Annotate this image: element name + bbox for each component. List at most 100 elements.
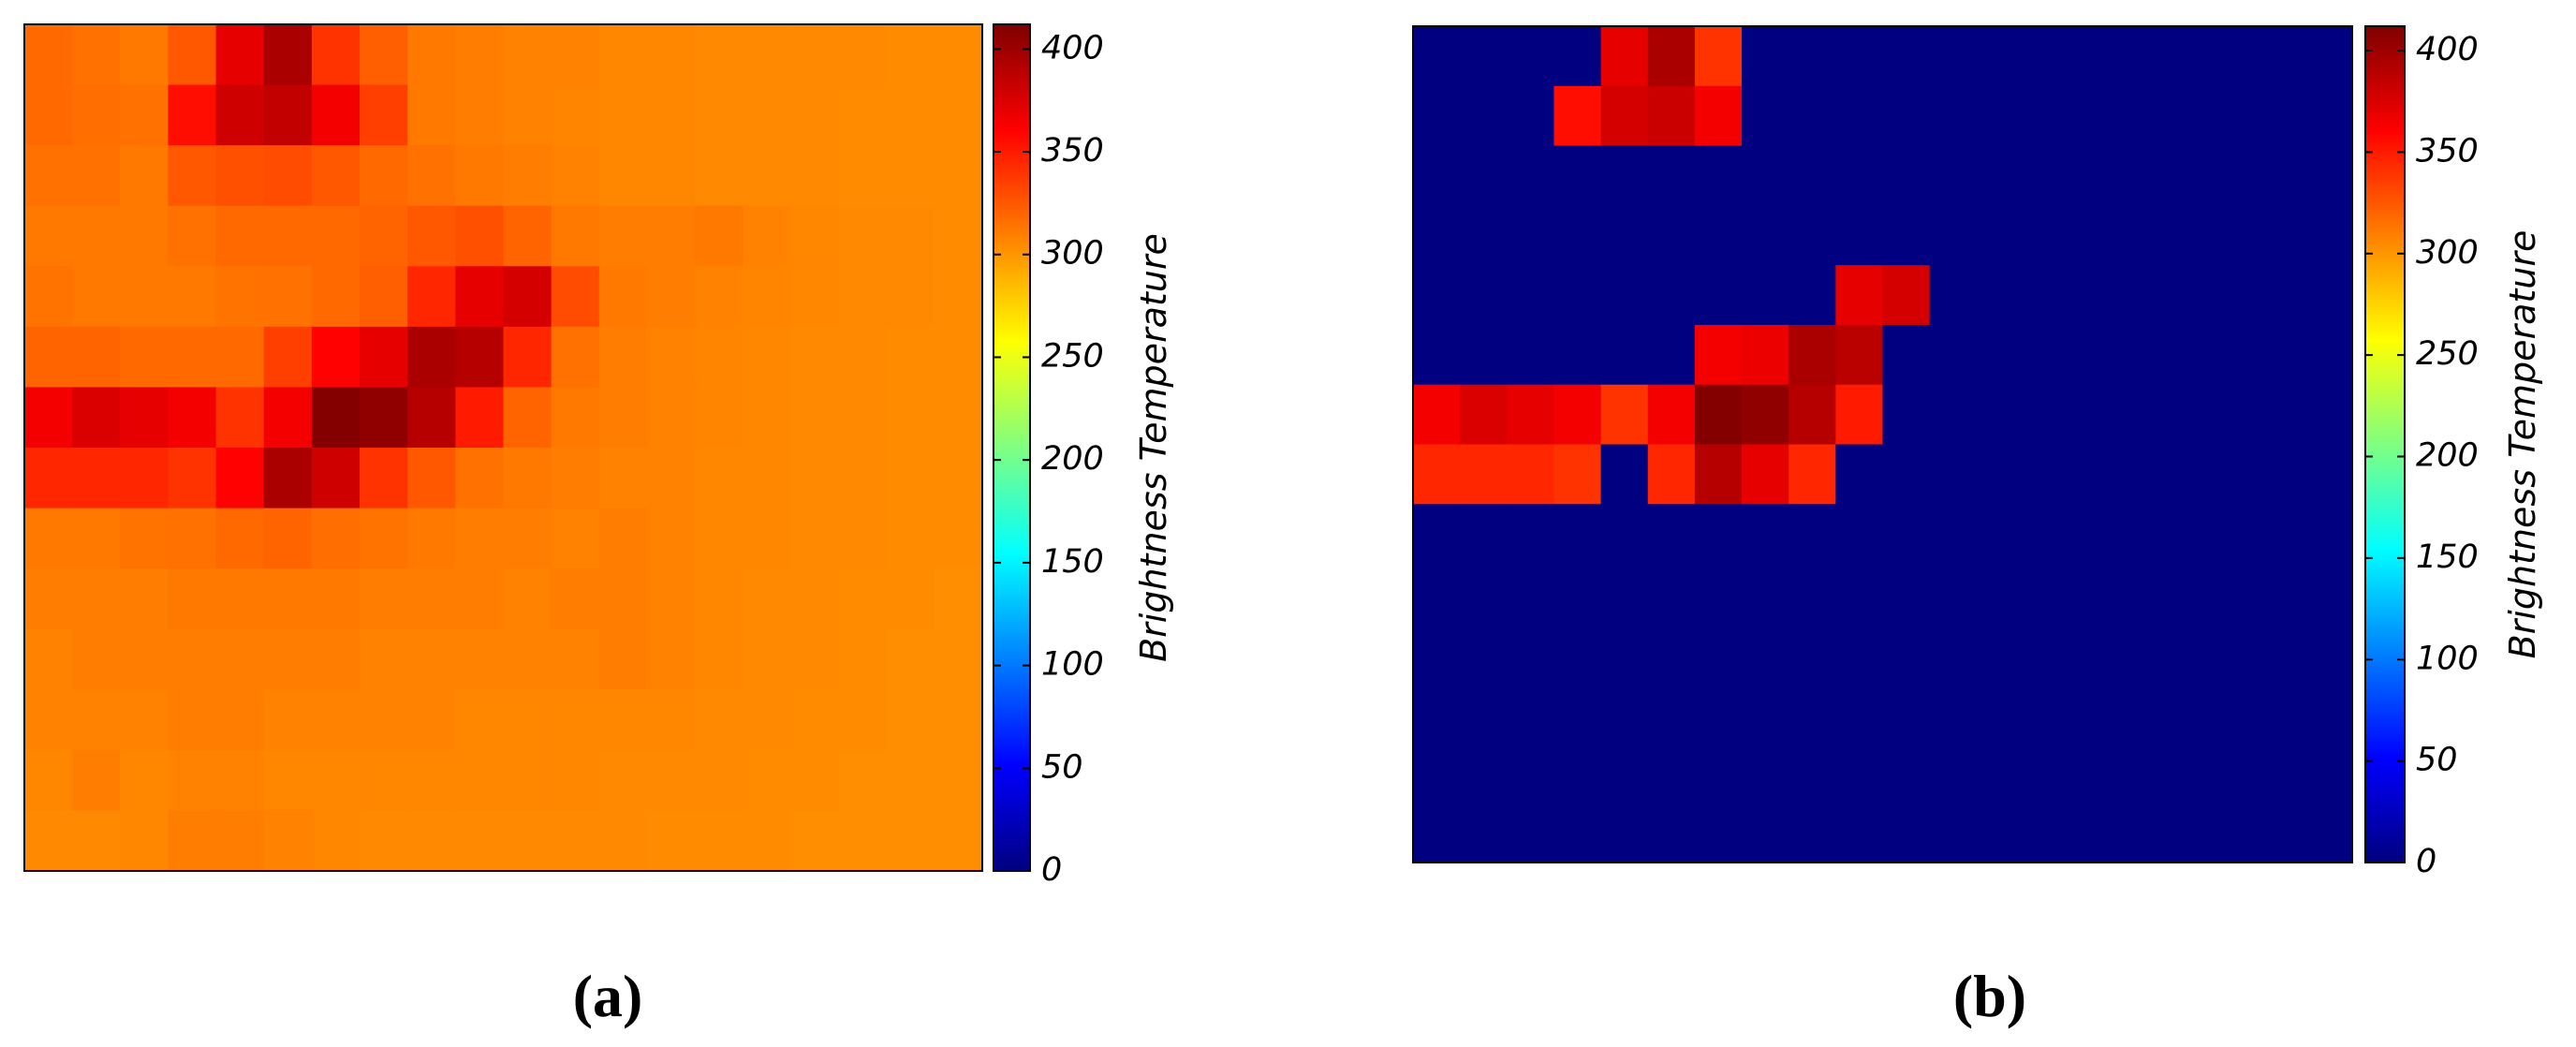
- heatmap-cell: [934, 266, 983, 328]
- heatmap-cell: [1600, 743, 1649, 804]
- heatmap-cell: [72, 205, 121, 267]
- heatmap-cell: [1413, 26, 1461, 87]
- heatmap-cell: [503, 568, 552, 630]
- heatmap-cell: [598, 387, 648, 449]
- heatmap-cell: [551, 326, 600, 389]
- heatmap-cell: [215, 326, 265, 389]
- heatmap-cell: [2117, 803, 2165, 863]
- heatmap-cell: [2117, 444, 2165, 505]
- heatmap-cell: [2304, 205, 2353, 266]
- heatmap-cell: [2164, 623, 2213, 685]
- heatmap-cell: [215, 749, 265, 812]
- heatmap-cell: [72, 810, 121, 872]
- heatmap-cell: [2117, 384, 2165, 446]
- heatmap-cell: [1413, 145, 1461, 206]
- heatmap-cell: [2211, 743, 2260, 804]
- panel: 0 50 100 150 200 250 300 350 400 Brightness Tempe…: [1412, 25, 2543, 1029]
- heatmap-cell: [1835, 743, 1884, 804]
- heatmap-cell: [1553, 803, 1602, 863]
- heatmap-cell: [1413, 205, 1461, 266]
- heatmap-cell: [1647, 623, 1696, 685]
- heatmap-cell: [2070, 145, 2118, 206]
- heatmap-cell: [2164, 743, 2213, 804]
- heatmap-cell: [1460, 504, 1508, 565]
- heatmap-cell: [503, 689, 552, 751]
- heatmap-cell: [1647, 26, 1696, 87]
- heatmap-cell: [1882, 504, 1931, 565]
- heatmap-cell: [1694, 803, 1743, 863]
- heatmap-cell: [311, 24, 361, 86]
- heatmap-cell: [360, 387, 408, 449]
- heatmap-cell: [743, 448, 791, 509]
- heatmap-cell: [1929, 265, 1978, 326]
- heatmap-cell: [24, 84, 73, 146]
- heatmap-cell: [503, 24, 552, 86]
- heatmap-cell: [1788, 85, 1836, 147]
- heatmap-cell: [790, 387, 840, 449]
- heatmap-cell: [1694, 324, 1743, 386]
- heatmap-cell: [934, 84, 983, 146]
- heatmap-cell: [2258, 85, 2306, 147]
- heatmap-cell: [1788, 623, 1836, 685]
- heatmap-cell: [1507, 803, 1555, 863]
- heatmap-cell: [1413, 743, 1461, 804]
- heatmap-cell: [598, 24, 648, 86]
- heatmap-cell: [407, 145, 456, 207]
- heatmap-cell: [72, 568, 121, 630]
- heatmap-cell: [1882, 384, 1931, 446]
- heatmap-cell: [1788, 683, 1836, 745]
- heatmap-cell: [1553, 444, 1602, 505]
- heatmap-cell: [407, 628, 456, 690]
- heatmap-cell: [1835, 504, 1884, 565]
- heatmap-cell: [838, 810, 888, 872]
- heatmap-cell: [24, 568, 73, 630]
- heatmap-cell: [1600, 26, 1649, 87]
- heatmap-cell: [695, 628, 743, 690]
- heatmap-cell: [360, 145, 408, 207]
- heatmap-cell: [1742, 623, 1789, 685]
- heatmap-cell: [1742, 683, 1789, 745]
- heatmap-cell: [263, 145, 313, 207]
- heatmap-cell: [2164, 265, 2213, 326]
- heatmap-cell: [455, 448, 505, 509]
- heatmap-cell: [455, 84, 505, 146]
- heatmap-cell: [1976, 803, 2024, 863]
- heatmap-cell: [2211, 324, 2260, 386]
- heatmap-cell: [1460, 265, 1508, 326]
- heatmap-cell: [790, 628, 840, 690]
- heatmap-cell: [646, 448, 696, 509]
- heatmap-cell: [695, 84, 743, 146]
- heatmap-cell: [72, 145, 121, 207]
- heatmap-cell: [1929, 324, 1978, 386]
- heatmap-cell: [1507, 324, 1555, 386]
- heatmap-cell: [503, 749, 552, 812]
- heatmap-cell: [2070, 265, 2118, 326]
- heatmap-cell: [120, 508, 169, 569]
- heatmap-cell: [1976, 265, 2024, 326]
- heatmap-cell: [1647, 384, 1696, 446]
- heatmap-cell: [598, 145, 648, 207]
- heatmap-cell: [263, 84, 313, 146]
- heatmap-cell: [2070, 205, 2118, 266]
- heatmap-cell: [2070, 85, 2118, 147]
- heatmap-cell: [2258, 564, 2306, 625]
- heatmap-cell: [2023, 265, 2071, 326]
- heatmap-cell: [455, 145, 505, 207]
- heatmap-cell: [1553, 564, 1602, 625]
- heatmap-cell: [934, 568, 983, 630]
- heatmap-cell: [838, 508, 888, 569]
- heatmap-cell: [1507, 743, 1555, 804]
- heatmap-cell: [1694, 85, 1743, 147]
- heatmap-cell: [1929, 504, 1978, 565]
- heatmap-cell: [2164, 444, 2213, 505]
- heatmap-cell: [120, 448, 169, 509]
- heatmap-cell: [2117, 324, 2165, 386]
- colorbar-tick-label: 300: [2416, 234, 2479, 272]
- heatmap-cell: [407, 810, 456, 872]
- heatmap-cell: [598, 568, 648, 630]
- heatmap-cell: [1976, 324, 2024, 386]
- heatmap-cell: [1882, 683, 1931, 745]
- heatmap-cell: [2117, 504, 2165, 565]
- heatmap-cell: [360, 628, 408, 690]
- heatmap-cell: [1742, 743, 1789, 804]
